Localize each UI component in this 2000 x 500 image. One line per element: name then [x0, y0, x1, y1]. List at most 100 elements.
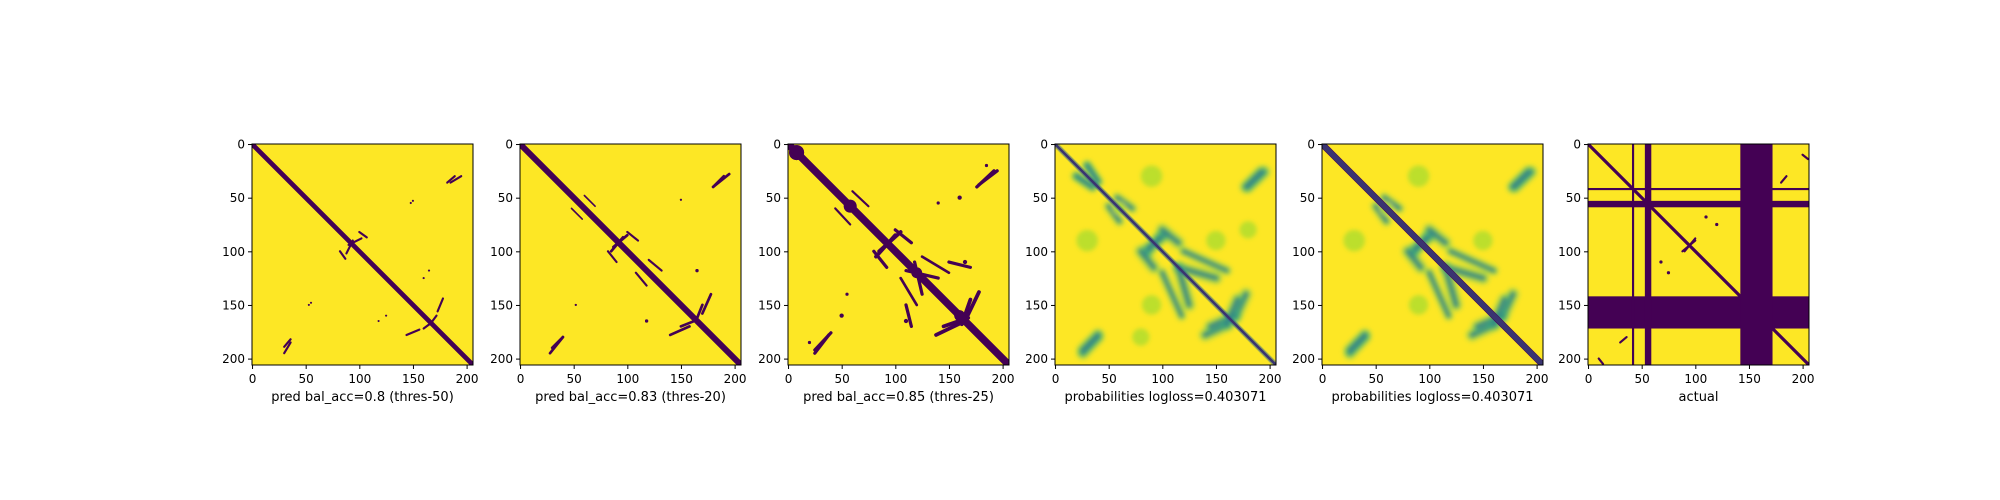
x-tick-label: 50	[1635, 372, 1650, 386]
contact-dot	[695, 268, 699, 273]
heatmap-cells	[1055, 144, 1276, 365]
x-axis-label: pred bal_acc=0.8 (thres-50)	[271, 390, 454, 405]
contact-segment	[405, 328, 421, 337]
contact-segment	[893, 228, 913, 245]
x-tick-label: 50	[1102, 372, 1117, 386]
contact-segment	[668, 325, 691, 337]
contact-dot	[411, 199, 414, 202]
y-tick-label: 50	[1566, 191, 1581, 205]
contact-dot	[309, 301, 313, 304]
y-tick-label: 0	[237, 138, 245, 152]
x-tick-label: 200	[724, 372, 747, 386]
y-tick-label: 150	[758, 298, 781, 312]
probability-field	[1071, 160, 1271, 360]
contact-halo	[1401, 244, 1428, 274]
x-tick-label: 0	[785, 372, 793, 386]
contact-halo	[1071, 171, 1098, 193]
contact-segment	[975, 169, 996, 189]
heatmap-cells	[1588, 144, 1809, 365]
x-tick-label: 150	[1738, 372, 1761, 386]
contact-halo	[1424, 267, 1454, 321]
contact-segment	[583, 194, 596, 208]
contact-dot	[679, 198, 682, 201]
x-tick-label: 200	[456, 372, 479, 386]
y-tick-label: 200	[1558, 352, 1581, 366]
masked-row	[1588, 200, 1809, 208]
heatmap-cells	[788, 144, 1009, 365]
contact-segment	[550, 335, 565, 350]
contact-dot	[377, 319, 380, 323]
axes-frame	[1321, 143, 1544, 366]
contact-dot	[957, 195, 962, 200]
heatmap-cells	[1322, 144, 1543, 365]
contact-segment	[570, 207, 584, 220]
contact-segment	[851, 190, 870, 208]
contact-blob	[1407, 165, 1430, 187]
contact-halo	[1076, 328, 1105, 357]
contact-halo	[1082, 160, 1104, 187]
x-tick-label: 0	[1052, 372, 1060, 386]
y-tick-label: 200	[490, 352, 513, 366]
contact-blob	[1473, 230, 1493, 251]
y-tick-label: 100	[1292, 245, 1315, 259]
contact-segment	[606, 250, 618, 264]
contact-blob	[1206, 230, 1226, 251]
y-tick-label: 100	[490, 245, 513, 259]
x-tick-label: 200	[1792, 372, 1815, 386]
contact-dot	[962, 259, 968, 265]
x-tick-label: 100	[1418, 372, 1441, 386]
x-tick-label: 150	[1472, 372, 1495, 386]
x-tick-label: 0	[1319, 372, 1327, 386]
contact-dot	[984, 163, 989, 168]
contact-segment	[920, 255, 951, 275]
contact-blob	[1076, 229, 1098, 252]
contact-halo	[1445, 246, 1499, 276]
contact-segment	[338, 250, 347, 260]
y-tick-label: 50	[498, 191, 513, 205]
diagonal-halo	[1055, 144, 1276, 365]
axes-frame	[251, 143, 474, 366]
contact-segment	[1619, 336, 1628, 344]
x-tick-label: 200	[1259, 372, 1282, 386]
y-tick-label: 0	[1040, 138, 1048, 152]
y-tick-label: 50	[230, 191, 245, 205]
contact-dot	[903, 318, 909, 324]
heatmap-panel-4: 0 50 100 150 200 0 50 100 150 200 probabilities lo…	[1025, 138, 1281, 405]
y-tick-label: 200	[222, 352, 245, 366]
contact-dot	[644, 319, 649, 323]
contact-segment	[834, 207, 852, 226]
masked-col	[1740, 144, 1773, 365]
x-tick-label: 50	[1369, 372, 1384, 386]
y-tick-label: 200	[1025, 352, 1048, 366]
x-tick-label: 100	[884, 372, 907, 386]
x-axis-label: probabilities logloss=0.403071	[1331, 390, 1533, 405]
x-tick-label: 0	[1585, 372, 1593, 386]
contact-halo	[1134, 244, 1161, 274]
contact-segment	[634, 271, 648, 287]
contact-halo	[1103, 201, 1125, 227]
y-tick-label: 150	[1292, 298, 1315, 312]
contact-dot	[807, 340, 812, 345]
contact-dot	[427, 269, 431, 272]
contact-halo	[1155, 223, 1185, 250]
x-tick-label: 200	[992, 372, 1015, 386]
y-tick-label: 100	[1558, 245, 1581, 259]
masked-col	[1644, 144, 1652, 365]
heatmap-panel-3: 0 50 100 150 200 0 50 100 150 200 pred bal_acc=0.8…	[758, 138, 1014, 405]
contact-halo	[1343, 328, 1372, 357]
x-tick-label: 100	[348, 372, 371, 386]
axes-frame	[787, 143, 1010, 366]
contact-segment	[872, 249, 889, 269]
contact-segment	[436, 297, 445, 313]
contact-dot	[1666, 271, 1671, 275]
x-axis-label: pred bal_acc=0.83 (thres-20)	[535, 390, 726, 405]
contact-segment	[647, 258, 663, 272]
x-tick-label: 50	[567, 372, 582, 386]
contact-segment	[947, 260, 972, 269]
contact-halo	[1112, 192, 1138, 214]
contact-halo	[1370, 201, 1392, 227]
contact-blob	[1408, 295, 1429, 315]
y-tick-label: 0	[773, 138, 781, 152]
